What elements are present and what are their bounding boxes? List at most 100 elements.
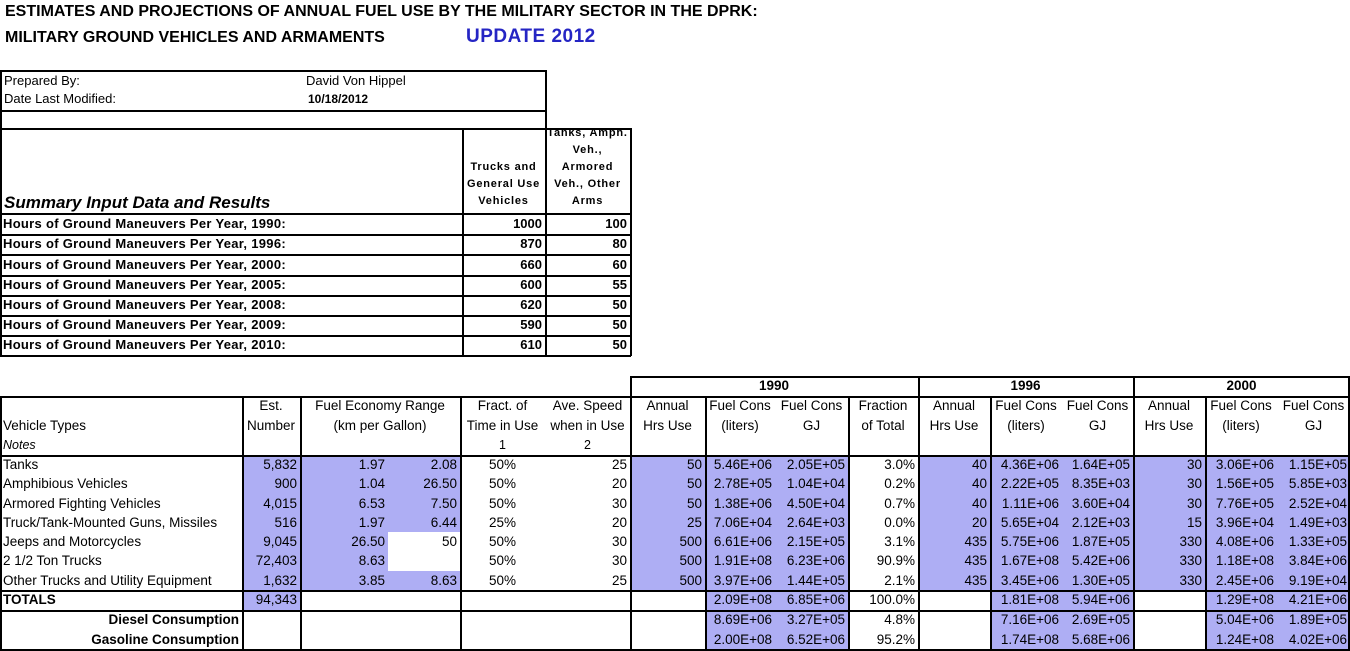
border	[0, 254, 631, 256]
border	[630, 376, 1350, 378]
column-header: Tanks, Amph. Veh., Armored Veh., Other A…	[547, 127, 628, 207]
cell: 900	[242, 474, 300, 494]
cell: 9,045	[242, 532, 300, 552]
cell: 1.33E+05	[1277, 532, 1350, 552]
cell: 50%	[488, 495, 517, 511]
column-header: Hrs Use	[643, 418, 692, 433]
column-header: Fuel Cons	[1210, 398, 1272, 413]
column-header: Number	[246, 418, 295, 433]
cell	[388, 630, 460, 650]
cell: 50	[630, 493, 705, 513]
column-header	[1133, 436, 1205, 455]
column-header: Hrs Use	[929, 418, 979, 433]
row-label: Hours of Ground Maneuvers Per Year, 2008…	[3, 297, 286, 312]
cell: 0.7%	[884, 495, 915, 511]
cell: 4,015	[242, 493, 300, 513]
cell: 435	[918, 532, 990, 552]
border	[0, 455, 1350, 457]
cell: 50	[612, 317, 627, 332]
border	[1205, 396, 1207, 650]
cell: 7.06E+04	[705, 512, 775, 533]
column-header: Ave. Speed	[552, 398, 623, 413]
border	[0, 234, 631, 236]
border	[0, 396, 1350, 398]
row-label: Other Trucks and Utility Equipment	[3, 572, 212, 588]
column-header	[848, 436, 918, 455]
cell	[242, 610, 300, 630]
cell	[545, 630, 630, 650]
cell: 1.67E+08	[990, 551, 1062, 571]
cell: 4.50E+04	[775, 493, 848, 513]
row-label: Diesel Consumption	[108, 612, 239, 627]
cell: 590	[520, 317, 542, 332]
row-label: Truck/Tank-Mounted Guns, Missiles	[3, 514, 218, 530]
cell: 25%	[488, 514, 517, 530]
row-label: Armored Fighting Vehicles	[3, 495, 161, 511]
column-header: 2	[584, 438, 591, 452]
cell: 5,832	[242, 455, 300, 475]
cell: 5.85E+03	[1277, 474, 1350, 494]
cell: 8.63	[388, 570, 460, 590]
border	[0, 275, 631, 277]
cell	[630, 610, 705, 630]
cell: 55	[612, 277, 627, 292]
cell: 500	[630, 570, 705, 590]
row-label: Hours of Ground Maneuvers Per Year, 1996…	[3, 236, 286, 251]
cell	[300, 610, 388, 630]
cell: 1.97	[300, 512, 388, 533]
cell: 8.69E+06	[705, 610, 775, 630]
border	[1348, 376, 1350, 650]
column-header: Fuel Cons	[1066, 398, 1129, 413]
cell: 660	[520, 257, 542, 272]
cell: 516	[242, 512, 300, 533]
cell: 3.84E+06	[1277, 551, 1350, 571]
cell: 1.64E+05	[1062, 455, 1133, 475]
cell: 435	[918, 551, 990, 571]
cell: 1.89E+05	[1277, 610, 1350, 630]
cell: 500	[630, 532, 705, 552]
cell: 620	[520, 297, 542, 312]
row-label: Amphibious Vehicles	[3, 476, 128, 492]
cell: 20	[611, 476, 627, 492]
cell: 3.06E+06	[1205, 455, 1277, 475]
cell: 50%	[488, 457, 517, 472]
border	[990, 396, 992, 650]
cell: 9.19E+04	[1277, 570, 1350, 590]
subtitle: MILITARY GROUND VEHICLES AND ARMAMENTS	[5, 29, 385, 46]
cell: 3.60E+04	[1062, 493, 1133, 513]
cell: 2.08	[388, 455, 460, 475]
cell: 3.1%	[884, 534, 915, 550]
column-header: Fuel Cons	[709, 398, 771, 413]
border	[460, 396, 462, 650]
cell: 0.0%	[884, 514, 915, 530]
cell	[630, 630, 705, 650]
column-header	[990, 436, 1062, 455]
cell: 26.50	[300, 532, 388, 552]
cell: 3.27E+05	[775, 610, 848, 630]
cell: 26.50	[388, 474, 460, 494]
year-header: 1990	[758, 378, 790, 393]
border	[918, 376, 920, 650]
column-header	[775, 436, 848, 455]
cell: 30	[1133, 455, 1205, 475]
cell: 2.78E+05	[705, 474, 775, 494]
cell	[918, 610, 990, 630]
cell: 5.65E+04	[990, 512, 1062, 533]
border	[462, 128, 464, 356]
column-header: GJ	[1088, 418, 1107, 433]
cell	[388, 551, 460, 570]
border	[0, 610, 1350, 612]
cell: 6.85E+06	[775, 590, 848, 610]
cell: 30	[611, 534, 627, 550]
cell: 2.00E+08	[705, 630, 775, 650]
border	[0, 295, 631, 297]
cell: 7.16E+06	[990, 610, 1062, 630]
cell: 330	[1133, 570, 1205, 590]
cell: 7.76E+05	[1205, 493, 1277, 513]
border	[300, 396, 302, 650]
cell: 4.02E+06	[1277, 630, 1350, 650]
column-header: Vehicle Types	[3, 418, 87, 433]
border	[630, 376, 632, 650]
column-header: Hrs Use	[1144, 418, 1194, 433]
year-header: 1996	[1010, 378, 1041, 393]
